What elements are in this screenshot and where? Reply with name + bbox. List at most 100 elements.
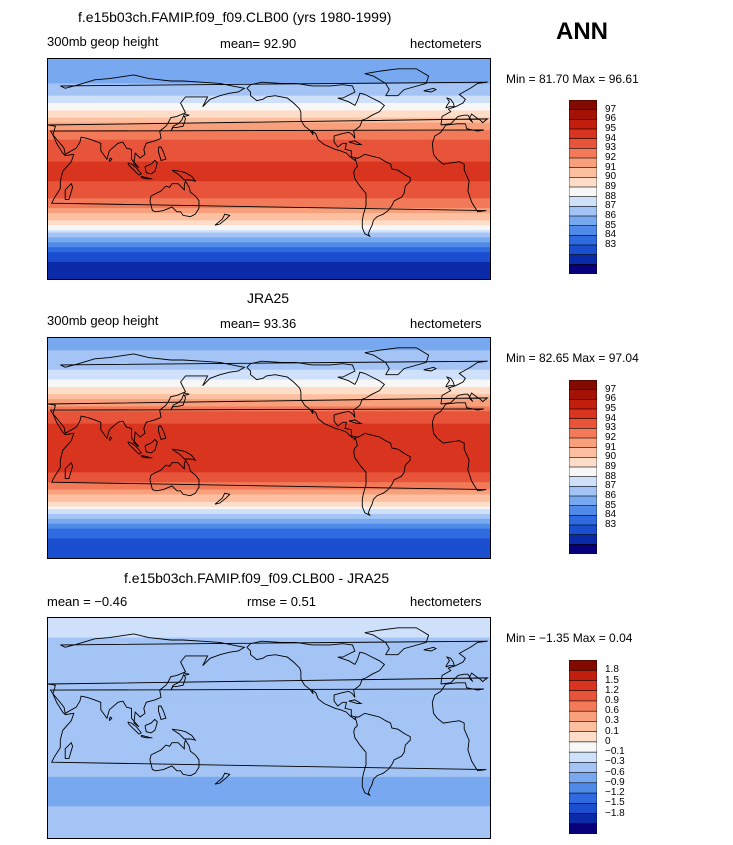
- coastline: [48, 353, 489, 448]
- field-band: [48, 391, 490, 395]
- field-band: [48, 545, 490, 549]
- colorbar-tick-label: 83: [605, 239, 617, 250]
- colorbar-swatch: [569, 524, 597, 536]
- field-band: [48, 389, 490, 393]
- field-band: [48, 784, 490, 788]
- colorbar-swatch: [569, 544, 597, 554]
- field-band: [48, 818, 490, 822]
- panel2-minmax: Min = 82.65 Max = 97.04: [506, 351, 639, 365]
- field-band: [48, 735, 490, 739]
- field-band: [48, 345, 490, 349]
- field-band: [48, 259, 490, 263]
- field-band: [48, 350, 490, 354]
- field-band: [48, 674, 490, 678]
- field-band: [48, 445, 490, 449]
- colorbar-swatch: [569, 721, 597, 733]
- field-band: [48, 671, 490, 675]
- colorbar-tick-label: −1.8: [605, 807, 625, 819]
- field-band: [48, 496, 490, 500]
- field-band: [48, 630, 490, 634]
- coastline: [353, 153, 411, 238]
- field-band: [48, 548, 490, 552]
- colorbar-tick-label: 90: [605, 171, 617, 183]
- field-band: [48, 808, 490, 812]
- coastline: [108, 436, 113, 442]
- coastline: [171, 169, 197, 182]
- field-band: [48, 93, 490, 97]
- field-band: [48, 798, 490, 802]
- field-band: [48, 426, 490, 430]
- field-band: [48, 620, 490, 624]
- field-band: [48, 88, 490, 92]
- colorbar-swatch: [569, 177, 597, 188]
- panel2-map: [47, 337, 491, 559]
- colorbar-swatch: [569, 157, 597, 169]
- field-band: [48, 237, 490, 241]
- field-band: [48, 813, 490, 817]
- colorbar-swatch: [569, 167, 597, 178]
- field-band: [48, 404, 490, 408]
- field-band: [48, 536, 490, 540]
- field-band: [48, 132, 490, 136]
- field-band: [48, 825, 490, 829]
- colorbar-tick-label: 0.9: [605, 694, 619, 706]
- colorbar-swatch: [569, 731, 597, 743]
- coastline: [64, 182, 74, 201]
- field-band: [48, 684, 490, 688]
- field-band: [48, 98, 490, 102]
- field-band: [48, 538, 490, 542]
- colorbar-tick-label: 87: [605, 480, 617, 492]
- coastline: [149, 459, 200, 497]
- field-band: [48, 235, 490, 239]
- field-band: [48, 178, 490, 182]
- field-band: [48, 151, 490, 155]
- field-band: [48, 355, 490, 359]
- colorbar-swatch: [569, 109, 597, 120]
- field-band: [48, 499, 490, 503]
- coastline: [246, 81, 386, 162]
- field-band: [48, 117, 490, 121]
- field-band: [48, 408, 490, 412]
- field-band: [48, 740, 490, 744]
- field-band: [48, 664, 490, 668]
- field-band: [48, 833, 490, 837]
- field-band: [48, 725, 490, 729]
- field-band: [48, 637, 490, 641]
- panel2-mean: mean= 93.36: [220, 316, 297, 331]
- field-band: [48, 518, 490, 522]
- field-band: [48, 139, 490, 143]
- colorbar-swatch: [569, 254, 597, 265]
- field-band: [48, 382, 490, 386]
- coastline: [158, 425, 167, 440]
- coastline: [48, 74, 489, 169]
- colorbar-swatch: [569, 751, 597, 763]
- field-band: [48, 750, 490, 754]
- colorbar-swatch: [569, 399, 597, 410]
- field-band: [48, 418, 490, 422]
- colorbar-tick-label: 1.5: [605, 674, 619, 686]
- colorbar-tick-label: 91: [605, 161, 617, 173]
- field-band: [48, 95, 490, 99]
- colorbar-swatch: [569, 128, 597, 140]
- field-band: [48, 413, 490, 417]
- colorbar-swatch: [569, 690, 597, 702]
- field-band: [48, 708, 490, 712]
- colorbar-tick-label: 92: [605, 432, 617, 443]
- field-band: [48, 372, 490, 376]
- panel3-mean: mean = −0.46: [47, 594, 128, 609]
- colorbar-tick-label: −1.2: [605, 787, 625, 799]
- field-band: [48, 137, 490, 141]
- colorbar-tick-label: 86: [605, 490, 617, 501]
- colorbar-tick-label: 90: [605, 451, 617, 463]
- coastline: [214, 213, 231, 226]
- field-band: [48, 364, 490, 368]
- field-band: [48, 430, 490, 434]
- field-band: [48, 435, 490, 439]
- field-band: [48, 820, 490, 824]
- colorbar-tick-label: 91: [605, 441, 617, 453]
- field-band: [48, 147, 490, 151]
- panel2-units: hectometers: [410, 316, 482, 331]
- field-band: [48, 509, 490, 513]
- coastline: [140, 175, 153, 180]
- field-band: [48, 254, 490, 258]
